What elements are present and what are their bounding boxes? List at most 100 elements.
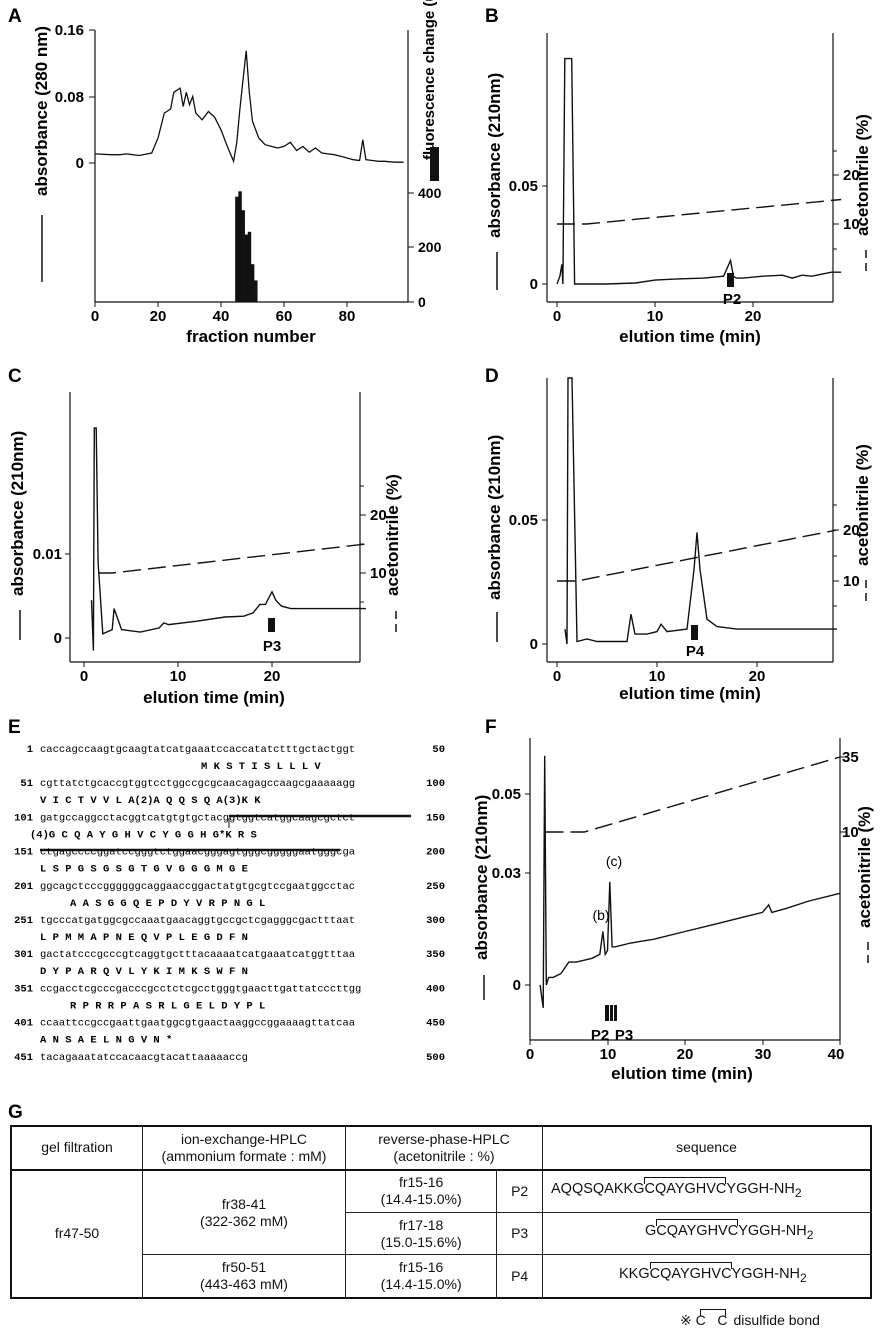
chart-c-xtick-0: 0 — [80, 668, 88, 685]
seq-p4-pre: KKG — [619, 1265, 650, 1282]
sequence-line-end-101: 150 — [426, 812, 445, 824]
header-reverse-phase: reverse-phase-HPLC (acetonitrile : %) — [345, 1125, 543, 1171]
chart-f-peak-label-b: (b) — [592, 907, 609, 923]
sequence-line-end-251: 300 — [426, 915, 445, 927]
chart-d-ticks — [542, 504, 839, 667]
cell-ion-fraction-1: fr38-41 (322-362 mM) — [142, 1169, 346, 1256]
chart-b-y2tick-10: 10 — [843, 216, 860, 233]
chart-a-xtick-20: 20 — [150, 308, 167, 325]
chart-b-ytick-0.05: 0.05 — [509, 178, 538, 195]
chart-f-peak-bar-p2a — [605, 1005, 609, 1021]
panel-letter-a: A — [8, 6, 22, 27]
chart-a-xtick-0: 0 — [91, 308, 99, 325]
chart-a-fluorescence-bar-47 — [241, 210, 245, 302]
seq-p3-pre: G — [645, 1223, 657, 1240]
cell-rp-fraction-3-range: (14.4-15.0%) — [380, 1276, 462, 1293]
cell-rp-fraction-1-name: fr15-16 — [398, 1174, 444, 1191]
sequence-line-end-201: 250 — [426, 881, 445, 893]
cell-rp-fraction-3-name: fr15-16 — [398, 1259, 444, 1276]
chart-a-fluorescence-bar-50 — [250, 264, 255, 302]
panel-letter-e: E — [8, 717, 21, 738]
chart-d-y2label: acetonitrile (%) — [853, 444, 872, 566]
panel-letter-d: D — [485, 366, 499, 387]
cell-rp-fraction-1-range: (14.4-15.0%) — [380, 1191, 462, 1208]
chart-a-xtick-60: 60 — [276, 308, 293, 325]
chart-c-xtick-10: 10 — [170, 668, 187, 685]
chart-c-y2tick-10: 10 — [370, 565, 387, 582]
sequence-nucleotides-351: ccgacctcgcccgacccgcctctcgcctgggtgaacttga… — [40, 983, 361, 995]
chart-a: 0.16 0.08 0 0 200 400 0 20 40 60 80 frac… — [32, 0, 442, 346]
chart-d-xlabel: elution time (min) — [619, 684, 761, 703]
seq-p3-post: YGGH-NH — [738, 1223, 807, 1240]
seq-p2-post: YGGH-NH — [726, 1180, 795, 1197]
chart-f-ytick-0.03: 0.03 — [492, 865, 521, 882]
chart-d-peak-label-p4: P4 — [686, 643, 705, 660]
chart-c-y2label: acetonitrile (%) — [383, 474, 402, 596]
sequence-aminoacids-251: L P M M A P N E Q V P L E G D F N — [40, 932, 248, 944]
sequence-line-start-401: 401 — [14, 1018, 33, 1030]
chart-a-ticks — [89, 29, 414, 307]
sequence-nucleotides-251: tgcccatgatggcgccaaatgaacaggtgccgctcgaggg… — [40, 915, 355, 927]
sequence-line-end-151: 200 — [426, 847, 445, 859]
cell-rp-fraction-3: fr15-16 (14.4-15.0%) — [344, 1254, 498, 1299]
sequence-line-start-151: 151 — [14, 847, 33, 859]
header-gel-filtration: gel filtration — [10, 1125, 143, 1171]
chart-f-xtick-20: 20 — [677, 1046, 694, 1063]
chart-c-ticks — [65, 485, 366, 667]
sequence-aminoacids-301: D Y P A R Q V L Y K I M K S W F N — [40, 966, 248, 978]
sequence-nucleotides-151: ctgagccccggatccgggtctggaacgggagtgggcgggg… — [40, 847, 355, 859]
chart-c-xlabel: elution time (min) — [143, 688, 285, 707]
sequence-line-end-401: 450 — [426, 1018, 445, 1030]
sequence-aminoacids-1: M K S T I S L L L V — [201, 761, 321, 773]
sequence-panel: 1 caccagccaagtgcaagtatcatgaaatccaccatatct… — [14, 744, 445, 1064]
chart-d-ytick-0: 0 — [530, 636, 538, 653]
header-reverse-phase-unit: (acetonitrile : %) — [393, 1147, 495, 1164]
sequence-nucleotides-451: tacagaaatatccacaacgtacattaaaaaccg — [40, 1052, 248, 1064]
chart-f: 0.05 0.03 0 35 10 0 10 20 30 40 elution … — [472, 738, 874, 1083]
table-header-row: gel filtration ion-exchange-HPLC (ammoni… — [10, 1125, 872, 1171]
chart-a-y2tick-200: 200 — [418, 239, 442, 255]
chart-f-peak-bar-p3 — [614, 1005, 617, 1021]
sequence-line-start-351: 351 — [14, 983, 33, 995]
chart-a-fluorescence-bar-48 — [244, 234, 249, 302]
chart-b-absorbance-line — [556, 57, 842, 285]
panel-letter-f: F — [485, 717, 497, 738]
chart-a-y2tick-400: 400 — [418, 185, 442, 201]
chart-f-peak-label-c: (c) — [606, 853, 622, 869]
chart-a-xtick-40: 40 — [213, 308, 230, 325]
sequence-line-end-351: 400 — [426, 983, 445, 995]
chart-d: 0.05 0 20 10 0 10 20 elution time (min) … — [485, 377, 872, 703]
cell-ion-fraction-2: fr50-51 (443-463 mM) — [142, 1254, 346, 1299]
chart-a-fluorescence-bar-49 — [247, 231, 252, 302]
cell-ion-fraction-1-name: fr38-41 — [221, 1195, 267, 1212]
chart-c: 0.01 0 20 10 0 10 20 elution time (min) … — [8, 392, 402, 707]
seq-p4-post: YGGH-NH — [731, 1265, 801, 1282]
chart-f-y2tick-10: 10 — [842, 824, 859, 841]
chart-a-xtick-80: 80 — [339, 308, 356, 325]
chart-a-ytick-0.16: 0.16 — [55, 22, 84, 39]
sequence-aminoacids-51: V I C T V V L A(2)A Q Q S Q A(3)K K — [40, 795, 261, 807]
cell-rp-fraction-1: fr15-16 (14.4-15.0%) — [344, 1169, 498, 1214]
header-sequence: sequence — [542, 1125, 872, 1171]
cell-peak-p3: P3 — [496, 1212, 543, 1256]
chart-b-xtick-20: 20 — [745, 308, 762, 325]
chart-c-peak-label-p3: P3 — [263, 638, 281, 655]
chart-f-ytick-0.05: 0.05 — [492, 786, 521, 803]
sequence-aminoacids-351: R P R R P A S R L G E L D Y P L — [70, 1000, 265, 1012]
sequence-aminoacids-201: A A S G G Q E P D Y V R P N G L — [70, 898, 265, 910]
chart-b-ylabel: absorbance (210nm) — [485, 73, 504, 238]
chart-d-y2tick-20: 20 — [843, 522, 860, 539]
cell-rp-fraction-2-range: (15.0-15.6%) — [380, 1233, 462, 1250]
chart-d-peak-bar-p4 — [691, 625, 698, 640]
table-row-p4: fr50-51 (443-463 mM) fr15-16 (14.4-15.0%… — [11, 1254, 872, 1299]
chart-b-xtick-0: 0 — [553, 308, 561, 325]
chart-a-y2label: fluorescence change (units) — [421, 0, 438, 160]
chart-a-y2tick-0: 0 — [418, 294, 426, 310]
disulfide-legend: ※ C C disulfide bond — [680, 1309, 820, 1329]
seq-p2-sub: 2 — [794, 1185, 802, 1200]
legend-c-right: C — [717, 1312, 728, 1328]
sequence-line-end-451: 500 — [426, 1052, 445, 1064]
seq-p3-disulfide-loop: CQAYGHVC — [656, 1223, 739, 1240]
chart-c-ytick-0: 0 — [54, 630, 62, 647]
legend-c-left: C — [695, 1312, 706, 1328]
